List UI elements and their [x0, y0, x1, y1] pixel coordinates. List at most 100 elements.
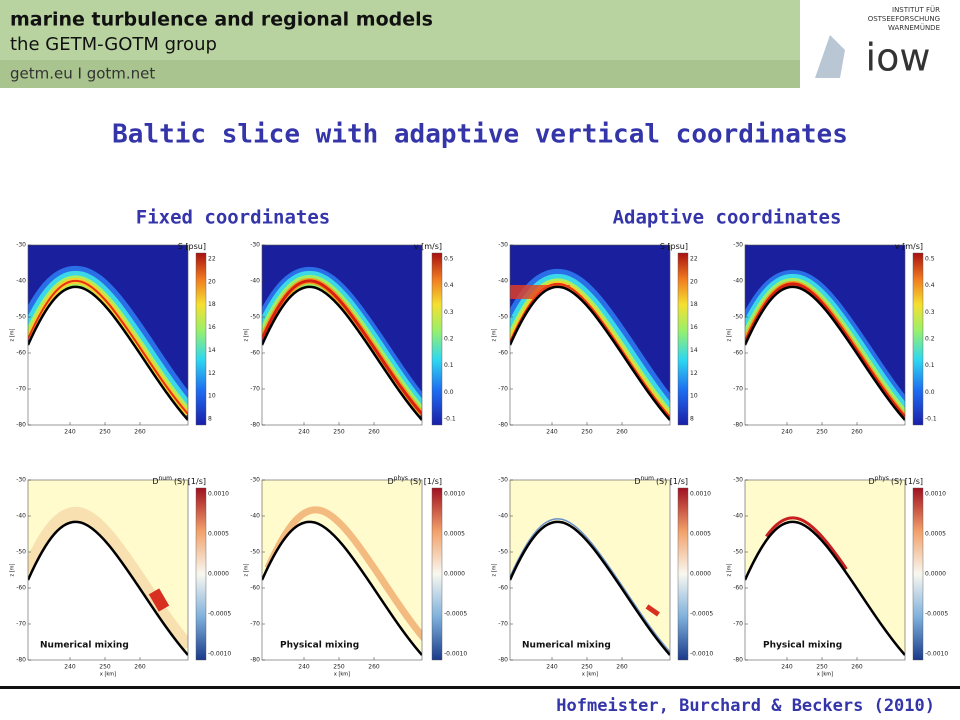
y-tick-label: -80	[16, 422, 26, 429]
header-strip	[0, 60, 800, 88]
colorbar-label: S [psu]	[178, 242, 206, 251]
colorbar	[431, 252, 443, 426]
plot-panel: -30 -40 -50 -60 -70 -80 z [m] 240 250 260 x [km] Ph…	[244, 475, 468, 678]
plot-panel: -30 -40 -50 -60 -70 -80 z [m] 240 250 260 A 22 20 18 1…	[10, 242, 216, 436]
colorbar-tick-label: 20	[690, 278, 698, 285]
y-tick-label: -70	[16, 621, 26, 628]
y-tick-label: -70	[733, 386, 743, 393]
plot-area	[262, 245, 422, 425]
colorbar-label-rest: (S) [1/s]	[410, 477, 442, 486]
y-tick-label: -70	[250, 386, 260, 393]
y-tick-label: -40	[733, 278, 743, 285]
colorbar-tick-label: 0.0005	[690, 531, 711, 538]
y-tick-label: -50	[16, 314, 26, 321]
y-tick-label: -60	[733, 585, 743, 592]
panel-letter: A	[520, 403, 530, 419]
x-tick-label: 260	[851, 664, 863, 671]
panel-caption: Numerical mixing	[40, 641, 129, 651]
colorbar-tick-label: 0.0	[925, 389, 935, 396]
colorbar-tick-label: 16	[208, 324, 216, 331]
y-tick-label: -30	[733, 477, 743, 484]
colorbar-tick-label: 0.5	[925, 256, 935, 263]
colorbar-tick-label: 22	[208, 256, 216, 263]
colorbar-label-main: D	[387, 477, 393, 486]
colorbar-label: Dphys (S) [1/s]	[868, 475, 923, 486]
x-tick-label: 240	[781, 429, 793, 436]
y-tick-label: -30	[16, 477, 26, 484]
x-tick-label: 250	[333, 664, 345, 671]
logo-map	[815, 35, 845, 78]
panel-caption: Physical mixing	[763, 641, 842, 651]
plot-panel: -30 -40 -50 -60 -70 -80 z [m] 240 250 260 A 22 20 18 1…	[492, 242, 698, 436]
logo-line: WARNEMÜNDE	[888, 23, 940, 32]
y-tick-label: -50	[733, 314, 743, 321]
seabed-line	[28, 285, 188, 421]
colorbar-tick-label: -0.0010	[208, 651, 231, 658]
field-band	[510, 518, 670, 653]
colorbar-label-sup: num	[158, 475, 172, 482]
y-tick-label: -30	[498, 242, 508, 249]
colorbar-tick-label: 0.0010	[208, 491, 229, 498]
seabed-line	[510, 520, 670, 656]
x-tick-label: 240	[64, 429, 76, 436]
colorbar-tick-label: 0.3	[925, 309, 935, 316]
y-tick-label: -80	[498, 422, 508, 429]
colorbar-tick-label: 0.0000	[925, 571, 946, 578]
logo-mark: iow	[866, 36, 931, 80]
field-band	[745, 516, 905, 652]
colorbar-tick-label: 0.5	[444, 256, 454, 263]
panel-caption: Numerical mixing	[522, 641, 611, 651]
colorbar-tick-label: -0.0005	[925, 611, 948, 618]
x-axis-label: x [km]	[817, 672, 833, 678]
x-tick-label: 240	[546, 429, 558, 436]
field-band	[262, 279, 422, 415]
colorbar-label: v [m/s]	[895, 242, 923, 251]
seabed-fill	[262, 521, 422, 660]
colorbar-tick-label: 14	[690, 347, 698, 354]
column-heading: Fixed coordinates	[136, 207, 330, 229]
colorbar-tick-label: -0.1	[925, 416, 937, 423]
y-axis-label: z [m]	[492, 328, 498, 341]
y-tick-label: -60	[250, 350, 260, 357]
x-tick-label: 250	[99, 664, 111, 671]
colorbar-label: Dnum (S) [1/s]	[152, 475, 206, 486]
y-axis-label: z [m]	[727, 563, 733, 576]
plot-frame	[509, 244, 671, 426]
seabed-fill	[262, 286, 422, 425]
plot-panel: -30 -40 -50 -60 -70 -80 z [m] 240 250 260 x [km] Ph…	[727, 475, 949, 678]
field-band	[745, 282, 905, 418]
colorbar-label: v [m/s]	[414, 242, 442, 251]
x-tick-label: 260	[616, 664, 628, 671]
x-axis-label: x [km]	[100, 672, 116, 678]
plot-frame	[261, 244, 423, 426]
plot-area	[28, 245, 188, 425]
y-axis-label: z [m]	[244, 328, 250, 341]
seabed-line	[262, 520, 422, 656]
y-axis-label: z [m]	[244, 563, 250, 576]
field-patch	[148, 588, 170, 612]
plot-frame	[744, 479, 906, 661]
colorbar-tick-label: 22	[690, 256, 698, 263]
seabed-line	[745, 520, 905, 656]
header-links: getm.eu I gotm.net	[10, 65, 155, 83]
plot-panel: -30 -40 -50 -60 -70 -80 z [m] 240 250 260 x [km] Nu…	[10, 475, 232, 678]
y-tick-label: -30	[250, 242, 260, 249]
y-tick-label: -40	[16, 513, 26, 520]
y-tick-label: -30	[498, 477, 508, 484]
y-tick-label: -80	[733, 657, 743, 664]
colorbar-label-main: v [m/s]	[895, 242, 923, 251]
colorbar	[195, 487, 207, 661]
x-tick-label: 240	[781, 664, 793, 671]
colorbar-tick-label: 0.4	[444, 282, 454, 289]
y-axis-label: z [m]	[492, 563, 498, 576]
colorbar-label-main: S [psu]	[660, 242, 688, 251]
colorbar-tick-label: 12	[208, 370, 216, 377]
colorbar-label: S [psu]	[660, 242, 688, 251]
colorbar-tick-label: 20	[208, 278, 216, 285]
colorbar	[677, 487, 689, 661]
colorbar-label: Dphys (S) [1/s]	[387, 475, 442, 486]
footer-rule	[0, 686, 960, 689]
panel-letter: B	[272, 403, 282, 419]
colorbar-tick-label: 0.1	[925, 362, 935, 369]
plot-frame	[27, 479, 189, 661]
